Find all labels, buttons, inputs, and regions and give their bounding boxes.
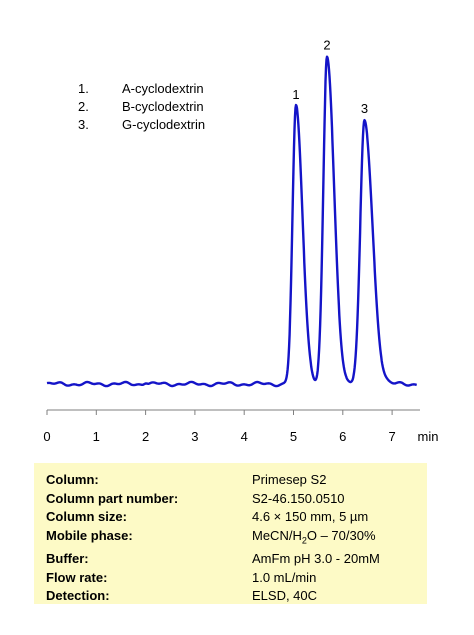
- legend-item-number: 1.: [78, 81, 89, 96]
- condition-label: Column part number:: [46, 490, 179, 506]
- peak-label: 1: [292, 87, 299, 102]
- condition-label: Flow rate:: [46, 569, 108, 585]
- condition-label: Buffer:: [46, 550, 89, 566]
- legend-item-name: A-cyclodextrin: [122, 81, 204, 96]
- mobile-phase-part: O – 70/30%: [306, 527, 376, 543]
- x-tick-label: 6: [339, 429, 346, 444]
- condition-label: Column size:: [46, 509, 127, 525]
- peak-label: 3: [361, 101, 368, 116]
- condition-row-flow-rate: Flow rate: 1.0 mL/min: [46, 569, 415, 588]
- condition-label: Mobile phase:: [46, 527, 133, 543]
- legend-item-name: G-cyclodextrin: [122, 117, 206, 132]
- x-axis: 0 1 2 3 4 5 6 7 min: [43, 409, 439, 444]
- condition-row-buffer: Buffer: AmFm pH 3.0 - 20mM: [46, 550, 415, 569]
- x-tick-label: 4: [241, 429, 248, 444]
- legend-item-number: 3.: [78, 117, 89, 132]
- condition-row-column-size: Column size: 4.6 × 150 mm, 5 µm: [46, 508, 415, 527]
- legend-item: 3. G-cyclodextrin: [78, 116, 205, 134]
- x-tick-label: 3: [191, 429, 198, 444]
- condition-label: Column:: [46, 472, 99, 487]
- peak-label: 2: [323, 37, 330, 52]
- condition-value: AmFm pH 3.0 - 20mM: [252, 550, 380, 566]
- x-tick-label: 5: [290, 429, 297, 444]
- legend-item: 1. A-cyclodextrin: [78, 80, 205, 98]
- condition-value: S2-46.150.0510: [252, 490, 345, 506]
- mobile-phase-subscript: 2: [301, 535, 307, 546]
- mobile-phase-part: MeCN/H: [252, 527, 302, 543]
- x-tick-label: 7: [388, 429, 395, 444]
- x-tick-label: 1: [93, 429, 100, 444]
- x-tick-label: 0: [43, 429, 50, 444]
- chromatogram-line: [46, 55, 418, 388]
- legend-item-name: B-cyclodextrin: [122, 99, 204, 114]
- chromatogram-chart: 0 1 2 3 4 5 6 7 min 1 2 3: [43, 37, 439, 444]
- x-tick-label: 2: [142, 429, 149, 444]
- condition-row-part-number: Column part number: S2-46.150.0510: [46, 490, 415, 509]
- condition-value: ELSD, 40C: [252, 588, 318, 604]
- method-conditions-box: Column: Primesep S2 Column part number: …: [34, 463, 427, 604]
- condition-value: MeCN/H2O – 70/30%: [252, 527, 415, 550]
- condition-value: 4.6 × 150 mm, 5 µm: [252, 509, 369, 525]
- condition-value: Primesep S2: [252, 472, 327, 487]
- condition-row-mobile-phase: Mobile phase: MeCN/H2O – 70/30%: [46, 527, 415, 550]
- condition-label: Detection:: [46, 588, 110, 604]
- chromatogram-trace: [46, 55, 418, 388]
- condition-row-detection: Detection: ELSD, 40C: [46, 587, 415, 606]
- condition-value: 1.0 mL/min: [252, 569, 317, 585]
- condition-row-column: Column: Primesep S2: [46, 471, 415, 490]
- x-axis-unit: min: [418, 429, 439, 444]
- legend-item-number: 2.: [78, 99, 89, 114]
- peak-labels: 1 2 3: [292, 37, 368, 116]
- peak-legend: 1. A-cyclodextrin 2. B-cyclodextrin 3. G…: [78, 80, 205, 134]
- legend-item: 2. B-cyclodextrin: [78, 98, 205, 116]
